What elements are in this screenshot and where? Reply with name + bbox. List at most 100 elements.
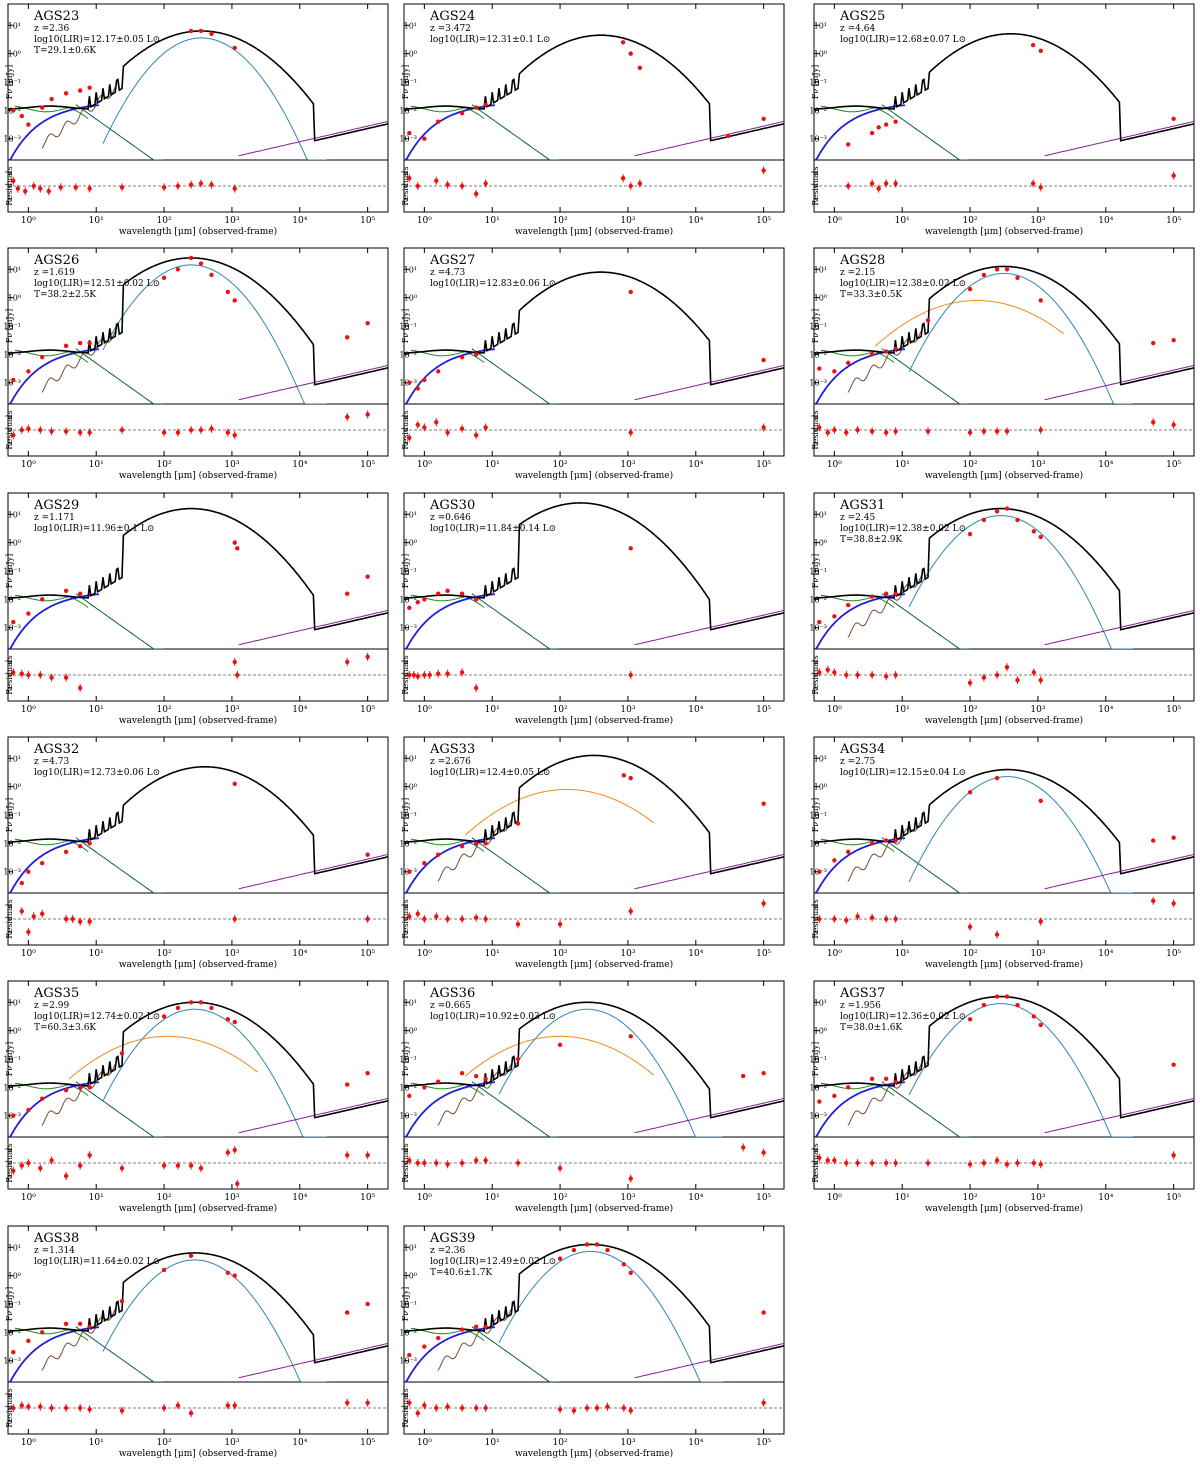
photometry-point — [407, 869, 412, 874]
residual-point — [415, 911, 420, 916]
residual-point — [175, 183, 181, 189]
residual-point — [473, 433, 479, 438]
photometry-point — [637, 65, 643, 71]
residual-point — [209, 426, 214, 431]
stellar-attenuated-curve — [8, 1081, 100, 1137]
sed-panel: 10⁰ 10¹ 10² 10³ 10⁴ 10⁵ 10¹ 10⁰ 10⁻¹ 10⁻² 10⁻³ AGS2… — [809, 3, 1195, 237]
redshift-label: z =2.99 — [34, 1001, 69, 1011]
x-tick-label: 10⁴ — [688, 949, 703, 959]
residual-point — [175, 1403, 181, 1408]
y-tick-label: 10⁰ — [8, 1027, 21, 1036]
photometry-point — [119, 1051, 125, 1056]
y-tick-label: 10⁻² — [399, 839, 417, 848]
x-tick-label: 10⁰ — [827, 949, 842, 959]
x-tick-label: 10⁴ — [292, 949, 307, 959]
y-tick-label: 10⁻¹ — [3, 1300, 21, 1309]
x-tick-label: 10⁵ — [756, 460, 771, 470]
radio-curve — [634, 120, 784, 157]
residual-point — [77, 1405, 83, 1411]
y-axis-label: Fν [mJy] — [5, 1287, 14, 1322]
photometry-point — [436, 591, 441, 596]
y-tick-label: 10¹ — [404, 754, 417, 763]
photometry-point — [1015, 275, 1020, 280]
photometry-point — [49, 96, 54, 102]
photometry-point — [621, 1262, 627, 1267]
stellar-unattenuated-curve — [14, 349, 89, 363]
residual-point — [637, 181, 643, 186]
residual-point — [434, 1405, 439, 1411]
x-tick-label: 10³ — [1030, 949, 1045, 959]
residual-point — [411, 672, 417, 678]
x-tick-label: 10⁴ — [1098, 460, 1113, 470]
residual-point — [26, 426, 31, 431]
residual-point — [628, 909, 633, 914]
residual-point — [967, 924, 973, 929]
photometry-point — [981, 1002, 987, 1008]
sed-panel: 10⁰ 10¹ 10² 10³ 10⁴ 10⁵ 10¹ 10⁰ 10⁻¹ 10⁻² 10⁻³ AGS3… — [809, 980, 1195, 1214]
x-tick-label: 10² — [157, 949, 172, 959]
residual-point — [817, 1155, 822, 1161]
agn-torus-curve — [881, 104, 969, 160]
residual-point — [198, 181, 204, 186]
photometry-point — [365, 320, 370, 326]
radio-curve — [634, 364, 784, 401]
y-axis-label: Fν [mJy] — [5, 1042, 14, 1077]
residual-point — [23, 189, 28, 194]
x-tick-label: 10⁵ — [360, 705, 375, 715]
stellar-unattenuated-curve — [410, 349, 485, 363]
residuals-axis-label: Residuals — [811, 410, 820, 449]
x-tick-label: 10¹ — [485, 216, 500, 226]
redshift-label: z =1.314 — [34, 1246, 75, 1256]
total-curve — [404, 34, 784, 142]
radio-curve — [634, 853, 784, 890]
residual-point — [1171, 173, 1176, 178]
photometry-point — [232, 540, 237, 545]
cold-dust-curve — [102, 37, 327, 160]
residual-point — [628, 1176, 633, 1181]
total-curve — [8, 257, 388, 386]
residual-point — [844, 1160, 849, 1166]
residual-point — [31, 914, 36, 919]
y-tick-label: 10⁰ — [8, 783, 21, 792]
y-tick-label: 10⁰ — [8, 294, 21, 303]
y-tick-label: 10¹ — [404, 21, 417, 30]
agn-torus-curve — [471, 104, 559, 160]
x-tick-label: 10⁰ — [417, 949, 432, 959]
residual-point — [515, 922, 521, 927]
residual-point — [483, 181, 488, 186]
residual-point — [1015, 678, 1020, 683]
residual-point — [58, 185, 63, 190]
photometry-point — [1151, 838, 1156, 843]
residual-point — [434, 178, 439, 183]
residual-point — [1004, 429, 1010, 434]
sed-panel: 10⁰ 10¹ 10² 10³ 10⁴ 10⁵ 10¹ 10⁰ 10⁻¹ 10⁻² 10⁻³ AGS3… — [3, 736, 389, 970]
residual-point — [557, 1166, 563, 1171]
temperature-label: T=38.2±2.5K — [34, 290, 96, 300]
y-axis-label: Fν [mJy] — [401, 554, 410, 589]
x-tick-label: 10³ — [1030, 705, 1045, 715]
photometry-point — [893, 346, 898, 351]
x-tick-label: 10⁴ — [292, 1193, 307, 1203]
residuals-axis-label: Residuals — [811, 899, 820, 938]
agn-torus-curve — [881, 837, 969, 893]
stellar-attenuated-curve — [8, 837, 100, 893]
y-tick-label: 10⁻¹ — [399, 1055, 417, 1064]
photometry-point — [628, 1034, 633, 1039]
photometry-point — [883, 1076, 889, 1082]
lir-label: log10(LIR)=12.68±0.07 L⊙ — [840, 34, 966, 45]
y-axis-label: Fν [mJy] — [5, 554, 14, 589]
y-tick-label: 10¹ — [8, 1243, 21, 1252]
pah-dust-curve — [41, 1308, 116, 1371]
total-curve — [814, 768, 1194, 875]
sed-panel: 10⁰ 10¹ 10² 10³ 10⁴ 10⁵ 10¹ 10⁰ 10⁻¹ 10⁻² 10⁻³ AGS3… — [399, 492, 785, 726]
residual-point — [11, 670, 16, 675]
x-tick-label: 10¹ — [89, 1438, 104, 1448]
y-tick-label: 10⁰ — [404, 783, 417, 792]
photometry-point — [832, 369, 837, 374]
residual-point — [832, 670, 837, 675]
stellar-unattenuated-curve — [410, 838, 485, 852]
x-tick-label: 10¹ — [895, 705, 910, 715]
residual-point — [1038, 427, 1043, 433]
x-tick-label: 10¹ — [895, 460, 910, 470]
residual-point — [459, 916, 465, 922]
